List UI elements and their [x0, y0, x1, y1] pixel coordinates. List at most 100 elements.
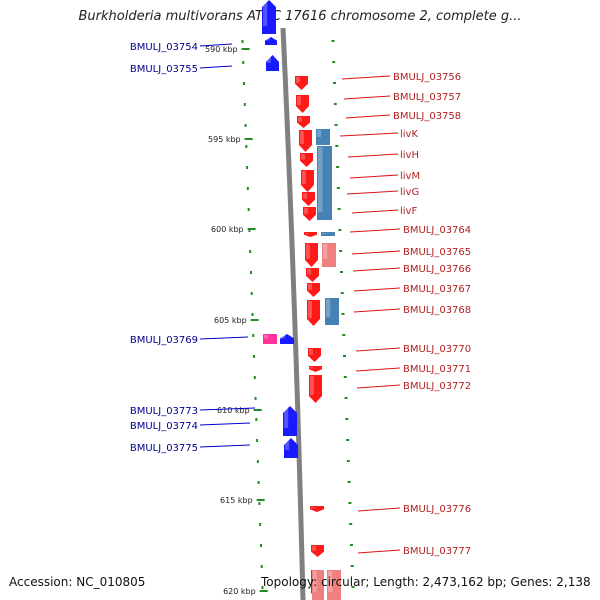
right-gene-label[interactable]: BMULJ_03772: [403, 381, 471, 392]
gene-feature[interactable]: [309, 366, 322, 372]
feature-shine: [281, 335, 286, 339]
right-gene-leader: [355, 347, 401, 352]
feature-shine: [301, 154, 305, 160]
right-gene-label[interactable]: livM: [400, 171, 420, 182]
left-gene-label[interactable]: BMULJ_03754: [130, 42, 198, 53]
track-dot: [346, 439, 350, 441]
kbp-tick-label: 615 kbp: [220, 496, 253, 505]
rna-feature[interactable]: [321, 232, 335, 236]
gene-feature[interactable]: [307, 283, 320, 297]
feature-shine: [310, 367, 314, 369]
right-track-dots: [331, 40, 355, 588]
left-gene-label[interactable]: BMULJ_03755: [130, 64, 198, 75]
track-dot: [346, 460, 350, 462]
gene-feature[interactable]: [306, 268, 319, 282]
track-dot: [337, 208, 341, 210]
feature-shine: [309, 349, 313, 355]
left-gene-label[interactable]: BMULJ_03774: [130, 421, 198, 432]
right-gene-label[interactable]: BMULJ_03764: [403, 225, 471, 236]
right-gene-label[interactable]: BMULJ_03765: [403, 247, 471, 258]
right-gene-label[interactable]: livK: [400, 129, 418, 140]
gene-feature[interactable]: [309, 375, 322, 403]
rna-feature[interactable]: [325, 298, 339, 325]
feature-shine: [322, 233, 327, 234]
left-gene-leader: [199, 336, 249, 340]
gene-feature[interactable]: [299, 130, 312, 152]
track-dot: [253, 376, 256, 379]
gene-feature[interactable]: [307, 300, 320, 326]
gene-feature[interactable]: [265, 37, 277, 45]
accession-text: Accession: NC_010805: [9, 575, 146, 589]
gene-feature[interactable]: [266, 55, 279, 71]
left-gene-label[interactable]: BMULJ_03775: [130, 443, 198, 454]
feature-shine: [297, 96, 301, 105]
right-gene-leader: [349, 228, 401, 233]
feature-shine: [308, 284, 312, 290]
track-dot: [257, 481, 260, 484]
right-gene-leader: [355, 367, 401, 372]
pseudogene-feature[interactable]: [263, 334, 277, 344]
right-gene-label[interactable]: BMULJ_03777: [403, 546, 471, 557]
gene-feature[interactable]: [302, 192, 315, 206]
gene-feature[interactable]: [262, 0, 276, 34]
right-gene-label[interactable]: livF: [400, 206, 417, 217]
gene-feature[interactable]: [280, 334, 294, 344]
right-gene-label[interactable]: BMULJ_03757: [393, 92, 461, 103]
feature-shine: [296, 77, 300, 83]
gene-feature[interactable]: [301, 170, 314, 192]
gene-feature[interactable]: [303, 207, 316, 221]
gene-feature[interactable]: [312, 570, 324, 600]
track-dot: [243, 82, 246, 85]
right-gene-label[interactable]: BMULJ_03766: [403, 264, 471, 275]
track-dot: [342, 334, 346, 336]
right-gene-label[interactable]: BMULJ_03758: [393, 111, 461, 122]
track-dot: [343, 376, 347, 378]
rna-feature[interactable]: [317, 146, 332, 220]
feature-shine: [263, 1, 268, 26]
feature-shine: [264, 335, 269, 339]
track-dot: [333, 103, 337, 105]
gene-feature[interactable]: [310, 506, 324, 512]
gene-feature[interactable]: [308, 348, 321, 362]
track-dot: [341, 313, 345, 315]
track-dot: [332, 61, 336, 63]
right-gene-label[interactable]: BMULJ_03770: [403, 344, 471, 355]
left-gene-label[interactable]: BMULJ_03769: [130, 335, 198, 346]
gene-feature[interactable]: [283, 406, 297, 436]
track-dot: [333, 82, 337, 84]
track-dot: [260, 565, 263, 568]
right-gene-label[interactable]: livG: [400, 187, 419, 198]
gene-feature[interactable]: [304, 232, 317, 237]
rna-feature[interactable]: [316, 129, 330, 145]
track-dot: [334, 124, 338, 126]
right-gene-label[interactable]: BMULJ_03771: [403, 364, 471, 375]
track-dot: [252, 334, 255, 337]
track-dot: [246, 166, 249, 169]
gene-feature[interactable]: [296, 95, 309, 113]
track-dot: [244, 124, 247, 127]
right-gene-label[interactable]: livH: [400, 150, 419, 161]
gene-feature[interactable]: [311, 545, 324, 557]
left-track-dots: [241, 40, 264, 589]
right-gene-label[interactable]: BMULJ_03776: [403, 504, 471, 515]
gene-feature[interactable]: [327, 570, 341, 600]
track-dot: [243, 103, 246, 106]
track-dot: [249, 250, 252, 253]
gene-feature[interactable]: [284, 438, 298, 458]
gene-feature[interactable]: [297, 116, 310, 128]
right-gene-label[interactable]: BMULJ_03767: [403, 284, 471, 295]
right-gene-label[interactable]: BMULJ_03756: [393, 72, 461, 83]
gene-feature[interactable]: [305, 243, 318, 267]
feature-shine: [307, 269, 311, 275]
gene-feature[interactable]: [295, 76, 308, 90]
track-dot: [351, 586, 355, 588]
gene-feature[interactable]: [322, 243, 336, 267]
right-gene-leader: [345, 114, 391, 119]
left-gene-label[interactable]: BMULJ_03773: [130, 406, 198, 417]
feature-shine: [298, 117, 302, 122]
right-gene-label[interactable]: BMULJ_03768: [403, 305, 471, 316]
track-dot: [256, 439, 259, 442]
gene-feature[interactable]: [300, 153, 313, 167]
feature-shine: [302, 171, 306, 184]
